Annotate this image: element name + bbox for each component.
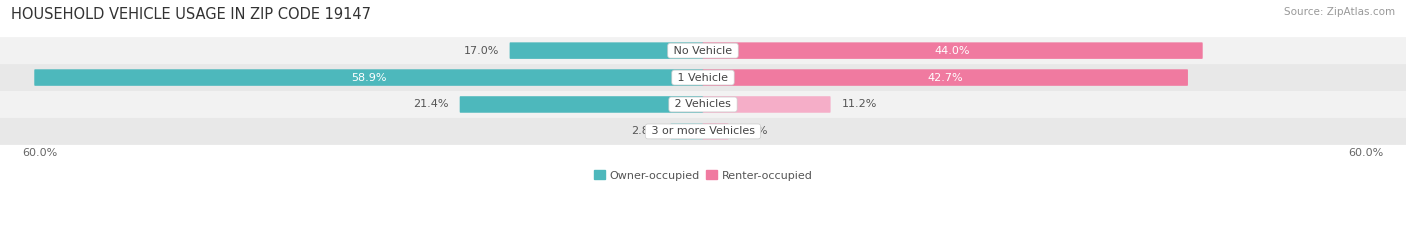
FancyBboxPatch shape	[703, 96, 831, 113]
Text: 17.0%: 17.0%	[464, 46, 499, 56]
Text: 42.7%: 42.7%	[928, 72, 963, 82]
FancyBboxPatch shape	[0, 118, 1406, 145]
FancyBboxPatch shape	[671, 123, 703, 140]
Text: 44.0%: 44.0%	[935, 46, 970, 56]
Legend: Owner-occupied, Renter-occupied: Owner-occupied, Renter-occupied	[589, 166, 817, 185]
Text: HOUSEHOLD VEHICLE USAGE IN ZIP CODE 19147: HOUSEHOLD VEHICLE USAGE IN ZIP CODE 1914…	[11, 7, 371, 22]
FancyBboxPatch shape	[0, 91, 1406, 118]
Text: 2.2%: 2.2%	[740, 127, 768, 136]
FancyBboxPatch shape	[703, 69, 1188, 86]
FancyBboxPatch shape	[0, 64, 1406, 91]
Text: 60.0%: 60.0%	[1348, 147, 1384, 158]
Text: 60.0%: 60.0%	[22, 147, 58, 158]
FancyBboxPatch shape	[34, 69, 703, 86]
FancyBboxPatch shape	[0, 37, 1406, 64]
Text: 21.4%: 21.4%	[413, 99, 449, 110]
FancyBboxPatch shape	[703, 42, 1202, 59]
FancyBboxPatch shape	[703, 123, 728, 140]
Text: 1 Vehicle: 1 Vehicle	[675, 72, 731, 82]
Text: 11.2%: 11.2%	[841, 99, 877, 110]
Text: 2 Vehicles: 2 Vehicles	[671, 99, 735, 110]
FancyBboxPatch shape	[509, 42, 703, 59]
Text: 2.8%: 2.8%	[631, 127, 659, 136]
Text: Source: ZipAtlas.com: Source: ZipAtlas.com	[1284, 7, 1395, 17]
Text: 3 or more Vehicles: 3 or more Vehicles	[648, 127, 758, 136]
Text: 58.9%: 58.9%	[352, 72, 387, 82]
Text: No Vehicle: No Vehicle	[671, 46, 735, 56]
FancyBboxPatch shape	[460, 96, 703, 113]
